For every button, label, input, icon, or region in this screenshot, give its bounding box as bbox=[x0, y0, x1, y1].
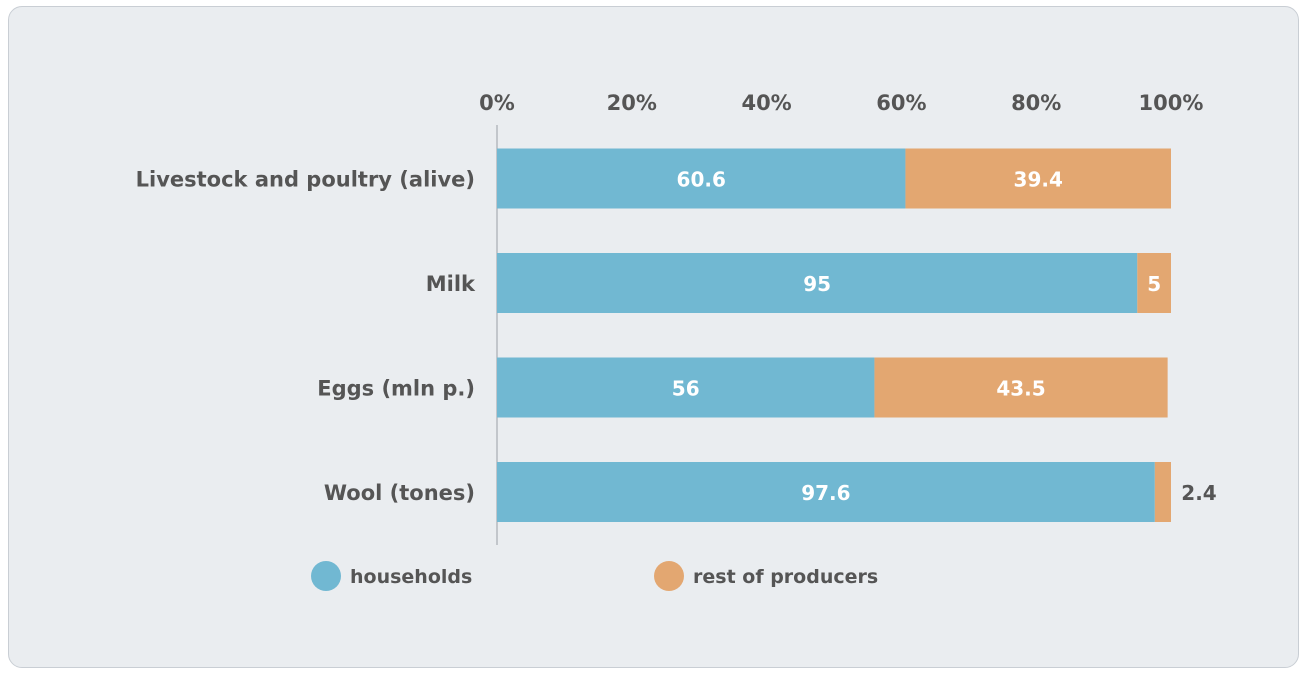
category-label: Milk bbox=[426, 272, 476, 296]
bar-segment-households bbox=[497, 253, 1138, 313]
legend-label: rest of producers bbox=[693, 566, 878, 588]
x-tick-label: 20% bbox=[607, 91, 657, 115]
data-label: 39.4 bbox=[1014, 168, 1063, 192]
bar-segment-rest bbox=[905, 148, 1171, 209]
category-label: Livestock and poultry (alive) bbox=[136, 168, 475, 192]
data-label: 60.6 bbox=[677, 168, 726, 192]
legend-swatch-households bbox=[311, 561, 341, 591]
bar-segment-rest bbox=[1154, 462, 1171, 522]
data-label: 97.6 bbox=[801, 481, 850, 505]
bar-segment-rest bbox=[874, 357, 1168, 418]
chart-card bbox=[8, 6, 1299, 668]
x-tick-label: 0% bbox=[479, 91, 515, 115]
data-label: 56 bbox=[672, 377, 700, 401]
category-label: Wool (tones) bbox=[324, 481, 475, 505]
x-tick-label: 60% bbox=[876, 91, 926, 115]
x-tick-label: 80% bbox=[1011, 91, 1061, 115]
data-label: 43.5 bbox=[996, 377, 1045, 401]
category-label: Eggs (mln p.) bbox=[317, 377, 475, 401]
bar-segment-households bbox=[497, 357, 875, 418]
bar-segment-households bbox=[497, 462, 1155, 522]
data-label: 95 bbox=[803, 272, 831, 296]
bar-segment-rest bbox=[1137, 253, 1171, 313]
data-label: 5 bbox=[1147, 272, 1161, 296]
bar-segment-households bbox=[497, 148, 906, 209]
x-tick-label: 100% bbox=[1139, 91, 1204, 115]
x-tick-label: 40% bbox=[741, 91, 791, 115]
data-label: 2.4 bbox=[1181, 481, 1216, 505]
legend-swatch-rest bbox=[654, 561, 684, 591]
legend-label: households bbox=[350, 566, 472, 588]
